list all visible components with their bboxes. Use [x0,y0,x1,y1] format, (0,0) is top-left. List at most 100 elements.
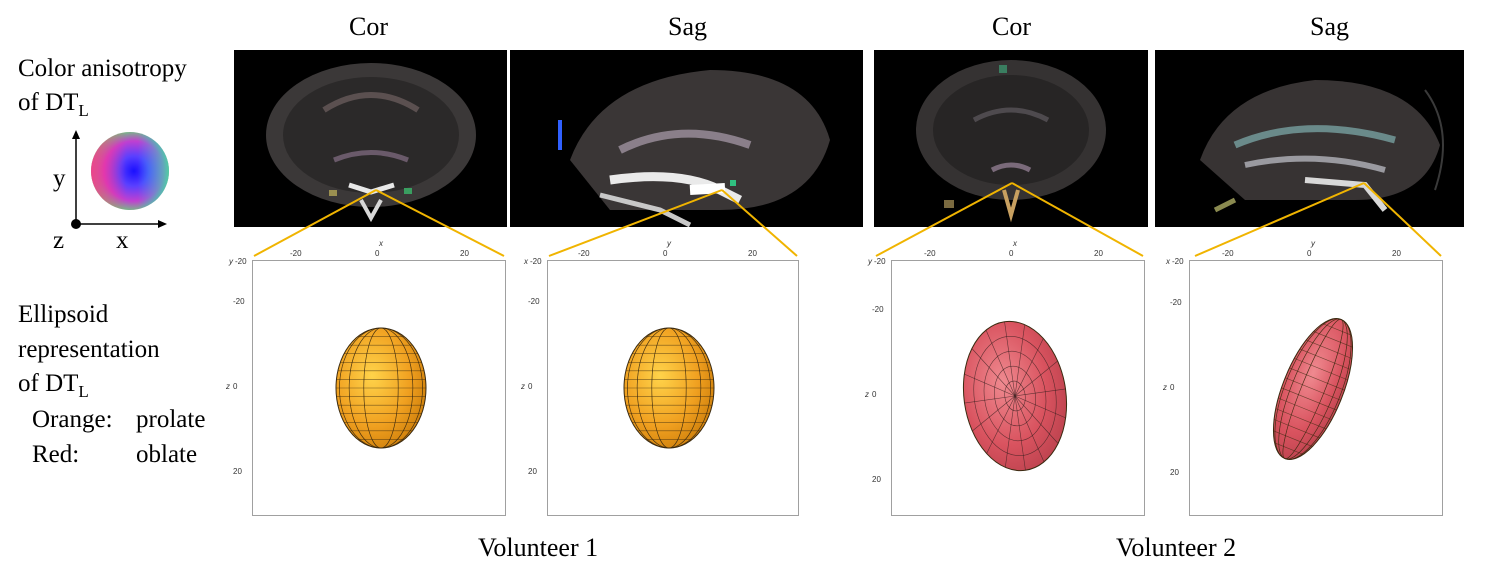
ellipsoid-oblate [962,320,1068,472]
left-axis-name: z [226,382,230,391]
mesh-line [1289,367,1345,391]
ellipsoid-prolate [335,327,427,449]
mesh-line [1004,321,1016,397]
left-tick-label: 0 [528,382,533,391]
top-tick-label: 20 [1392,249,1401,258]
mesh-line [627,327,711,449]
mesh-line [1299,348,1351,370]
header-cor-1: Cor [349,12,388,41]
mesh-line [1004,380,1026,412]
mesh-line [964,373,1016,397]
corner-axis-name: x [1166,257,1170,266]
y-arrow-head [72,130,80,139]
top-tick-label: 20 [748,249,757,258]
left-tick-label: -20 [233,297,245,306]
axis-z-label: z [53,227,65,254]
corner-axis-name: y [229,257,233,266]
orange-value: prolate [136,406,206,433]
mesh-line [985,329,1016,397]
left-axis-name: z [1163,383,1167,392]
top-axis-name: y [667,239,671,248]
mesh-line [1014,395,1059,444]
dt-subscript: L [78,382,89,401]
mri-coronal-volunteer-1 [234,50,507,227]
top-tick-label: 0 [663,249,668,258]
ellipsoid-oblate [1272,318,1354,460]
mri-coronal-volunteer-2 [874,50,1148,227]
mesh-line [1278,397,1332,420]
left-tick-label: 20 [872,475,881,484]
mesh-line [1273,430,1313,447]
left-tick-label: -20 [528,297,540,306]
top-tick-label: 20 [1094,249,1103,258]
volunteer-2-label: Volunteer 2 [1116,533,1237,562]
left-tick-label: -20 [1170,298,1182,307]
top-axis-name: x [379,239,383,248]
left-axis-name: z [865,390,869,399]
mesh-line [1285,377,1341,401]
ellipsoid-plot-sag-volunteer-2: -20 0 20 y x -20 -20 0 20 z [1163,239,1443,516]
corner-tick-label: -20 [530,257,542,266]
dt-label: of DT [18,89,79,116]
left-tick-label: 20 [1170,468,1179,477]
top-tick-label: 20 [460,249,469,258]
ellipsoid-plot-sag-volunteer-1: -20 0 20 y x -20 -20 0 20 z [521,239,799,516]
x-arrow-head [158,220,167,228]
ellipsoid-plot-cor-volunteer-1: -20 0 20 x y -20 -20 0 20 z [226,239,506,516]
mesh-line [1005,395,1016,468]
orange-key: Orange: [32,406,113,433]
left-tick-label: 20 [233,467,242,476]
mesh-line [972,395,1016,432]
z-axis-dot [71,219,81,229]
corner-axis-name: x [524,257,528,266]
header-sag-1: Sag [668,12,707,41]
corner-tick-label: -20 [235,257,247,266]
left-tick-label: 0 [233,382,238,391]
left-tick-label: 0 [872,390,877,399]
header-cor-2: Cor [992,12,1031,41]
color-anisotropy-title: Color anisotropy [18,55,187,82]
axis-y-label: y [53,165,66,192]
mesh-line [1014,338,1044,397]
mesh-line [1322,323,1352,336]
mesh-line [1014,324,1025,397]
ellipsoid-of-dtl: of DTL [18,369,89,401]
header-sag-2: Sag [1310,12,1349,41]
dt-subscript: L [78,101,89,120]
corner-axis-name: y [868,257,872,266]
mesh-line [1313,331,1353,348]
color-sphere-overlay [91,132,169,210]
left-tick-label: 0 [1170,383,1175,392]
mri-sagittal-volunteer-1 [510,50,863,227]
red-key: Red: [32,441,80,468]
mesh-line [983,350,1047,442]
mesh-line [994,365,1036,427]
top-tick-label: -20 [578,249,590,258]
ellipsoid-plot-cor-volunteer-2: -20 0 20 x y -20 -20 0 20 z [865,239,1145,516]
left-tick-label: -20 [872,305,884,314]
left-axis-name: z [521,382,525,391]
direction-color-key [71,130,169,229]
ellipsoid-prolate [623,327,715,449]
top-tick-label: 0 [1009,249,1014,258]
corner-tick-label: -20 [1172,257,1184,266]
volunteer-1-label: Volunteer 1 [478,533,599,562]
top-axis-name: y [1311,239,1315,248]
mesh-line [973,336,1057,456]
top-tick-label: -20 [1222,249,1234,258]
mesh-line [1014,395,1026,471]
mesh-line [1014,395,1066,419]
mesh-line [1274,318,1352,460]
top-tick-label: 0 [1307,249,1312,258]
top-tick-label: 0 [375,249,380,258]
dt-label: of DT [18,370,79,397]
mesh-line [964,395,1016,404]
ellipsoid-title-2: representation [18,336,160,363]
mesh-line [1306,339,1352,359]
mesh-line [1274,419,1320,439]
top-tick-label: -20 [290,249,302,258]
mesh-line [1014,395,1045,463]
ellipsoid-title: Ellipsoid [18,301,109,328]
mesh-line [1014,388,1066,397]
mesh-line [971,348,1016,397]
